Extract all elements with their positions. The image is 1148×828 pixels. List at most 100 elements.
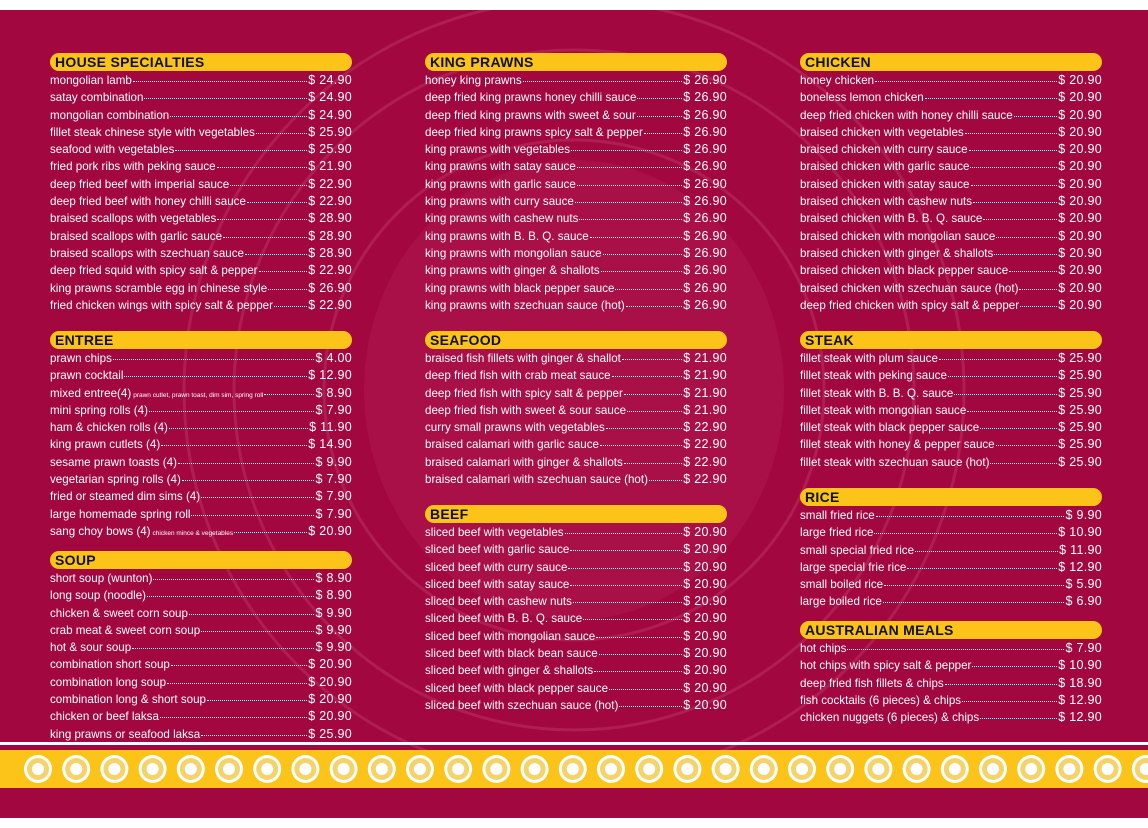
dot-leader [264, 393, 315, 395]
dot-leader [188, 613, 315, 615]
item-name: deep fried fish with sweet & sour sauce [425, 403, 627, 417]
item-price: $ 26.90 [683, 228, 727, 243]
menu-item: chicken nuggets (6 pieces) & chips $ 12.9… [800, 709, 1102, 726]
dot-leader [572, 601, 683, 604]
coin-ornament [834, 763, 847, 775]
dot-leader [255, 132, 308, 134]
item-list: honey king prawns $ 26.90 deep fried king … [425, 72, 727, 314]
item-price: $ 26.90 [683, 280, 727, 295]
menu-item: chicken & sweet corn soup $ 9.90 [50, 605, 352, 622]
dot-leader [273, 305, 308, 307]
item-name: sang choy bows (4) [50, 524, 151, 538]
item-name: king prawn cutlets (4) [50, 438, 161, 452]
menu-item: braised chicken with B. B. Q. sauce $ 20.… [800, 210, 1102, 227]
item-name: king prawns with garlic sauce [425, 177, 576, 191]
dot-leader [964, 132, 1058, 134]
item-name: chicken nuggets (6 pieces) & chips [800, 711, 980, 725]
coin-ornament [987, 763, 999, 775]
item-name: king prawns scramble egg in chinese styl… [50, 281, 268, 295]
menu-item: king prawns with szechuan sauce (hot) $ 2… [425, 297, 727, 314]
dot-leader [621, 358, 683, 360]
menu-item: prawn chips $ 4.00 [50, 350, 352, 367]
dot-leader [944, 683, 1058, 685]
menu-item: deep fried chicken with spicy salt & pep… [800, 297, 1102, 314]
item-name: sliced beef with black pepper sauce [425, 681, 609, 695]
dot-leader [206, 699, 308, 702]
menu-item: deep fried fish fillets & chips $ 18.90 [800, 675, 1102, 692]
item-name: hot & sour soup [50, 641, 132, 655]
dot-leader [938, 358, 1058, 360]
menu-item: braised calamari with szechuan sauce (ho… [425, 471, 727, 488]
item-name: king prawns with cashew nuts [425, 212, 579, 226]
menu-item: sliced beef with black pepper sauce $ 20.… [425, 680, 727, 697]
coin-ornament [223, 763, 235, 775]
item-price: $ 26.90 [683, 211, 727, 226]
item-price: $ 20.90 [683, 525, 727, 539]
item-price: $ 20.90 [1058, 280, 1102, 295]
item-price: $ 25.90 [1058, 402, 1102, 417]
item-price: $ 20.90 [1058, 107, 1102, 122]
menu-item: sliced beef with black bean sauce $ 20.90 [425, 645, 727, 662]
menu-item: ham & chicken rolls (4) $ 11.90 [50, 419, 352, 436]
item-price: $ 26.90 [683, 159, 727, 174]
item-name: sliced beef with vegetables [425, 526, 564, 539]
dot-leader [159, 716, 308, 719]
item-name: curry small prawns with vegetables [425, 421, 605, 435]
menu-item: braised chicken with vegetables $ 20.90 [800, 124, 1102, 141]
dot-leader [132, 647, 315, 650]
item-name: small boiled rice [800, 578, 884, 592]
menu-item: curry small prawns with vegetables $ 22.9… [425, 419, 727, 436]
item-name: fillet steak with mongolian sauce [800, 403, 967, 417]
item-price: $ 20.90 [1058, 142, 1102, 157]
dot-leader [112, 358, 315, 360]
item-name: large homemade spring roll [50, 507, 191, 521]
menu-item: braised calamari with garlic sauce $ 22.9… [425, 436, 727, 453]
item-price: $ 12.90 [308, 368, 352, 383]
item-list: honey chicken $ 20.90 boneless lemon chick… [800, 72, 1102, 314]
item-note: prawn cutlet, prawn toast, dim sim, spri… [133, 391, 264, 399]
item-name: sliced beef with curry sauce [425, 560, 568, 574]
menu-item: fillet steak with black pepper sauce $ 25… [800, 419, 1102, 436]
item-price: $ 28.90 [308, 211, 352, 226]
item-name: fillet steak chinese style with vegetabl… [50, 125, 255, 139]
menu-item: sesame prawn toasts (4) $ 9.90 [50, 454, 352, 471]
dot-leader [570, 549, 683, 552]
item-price: $ 11.90 [1059, 542, 1102, 557]
menu-item: fillet steak with mongolian sauce $ 25.90 [800, 402, 1102, 419]
item-list: short soup (wunton) $ 8.90 long soup (nood… [50, 570, 352, 743]
item-list: mongolian lamb $ 24.90 satay combination $ … [50, 72, 352, 314]
menu-item: large boiled rice $ 6.90 [800, 593, 1102, 610]
dot-leader [170, 664, 308, 667]
dot-leader [915, 550, 1059, 552]
menu-item: sang choy bows (4) chicken mince & vegeta… [50, 523, 352, 540]
item-name: braised scallops with garlic sauce [50, 229, 223, 243]
dot-leader [1020, 305, 1058, 307]
item-price: $ 26.90 [683, 176, 727, 191]
item-price: $ 7.90 [315, 402, 352, 417]
dot-leader [234, 531, 308, 533]
item-price: $ 8.90 [315, 588, 352, 603]
menu-item: braised chicken with garlic sauce $ 20.90 [800, 158, 1102, 175]
menu-item: short soup (wunton) $ 8.90 [50, 570, 352, 587]
item-name: fried or steamed dim sims (4) [50, 490, 201, 504]
item-name: combination short soup [50, 658, 170, 672]
item-price: $ 9.90 [315, 605, 352, 620]
dot-leader [600, 270, 683, 273]
item-name: king prawns with black pepper sauce [425, 281, 615, 295]
item-name: prawn chips [50, 352, 112, 365]
dot-leader [175, 149, 308, 152]
menu-item: deep fried fish with spicy salt & pepper… [425, 385, 727, 402]
item-name: satay combination [50, 91, 144, 105]
dot-leader [874, 532, 1058, 535]
item-name: honey chicken [800, 74, 875, 87]
dot-leader [625, 305, 683, 307]
menu-item: fried chicken wings with spicy salt & pe… [50, 297, 352, 314]
menu-item: fillet steak chinese style with vegetabl… [50, 124, 352, 141]
menu-item: sliced beef with satay sauce $ 20.90 [425, 576, 727, 593]
dot-leader [168, 427, 309, 430]
item-price: $ 20.90 [1058, 124, 1102, 139]
item-price: $ 7.90 [315, 489, 352, 504]
dot-leader [564, 532, 683, 534]
item-price: $ 6.90 [1065, 594, 1102, 609]
item-price: $ 22.90 [683, 437, 727, 452]
